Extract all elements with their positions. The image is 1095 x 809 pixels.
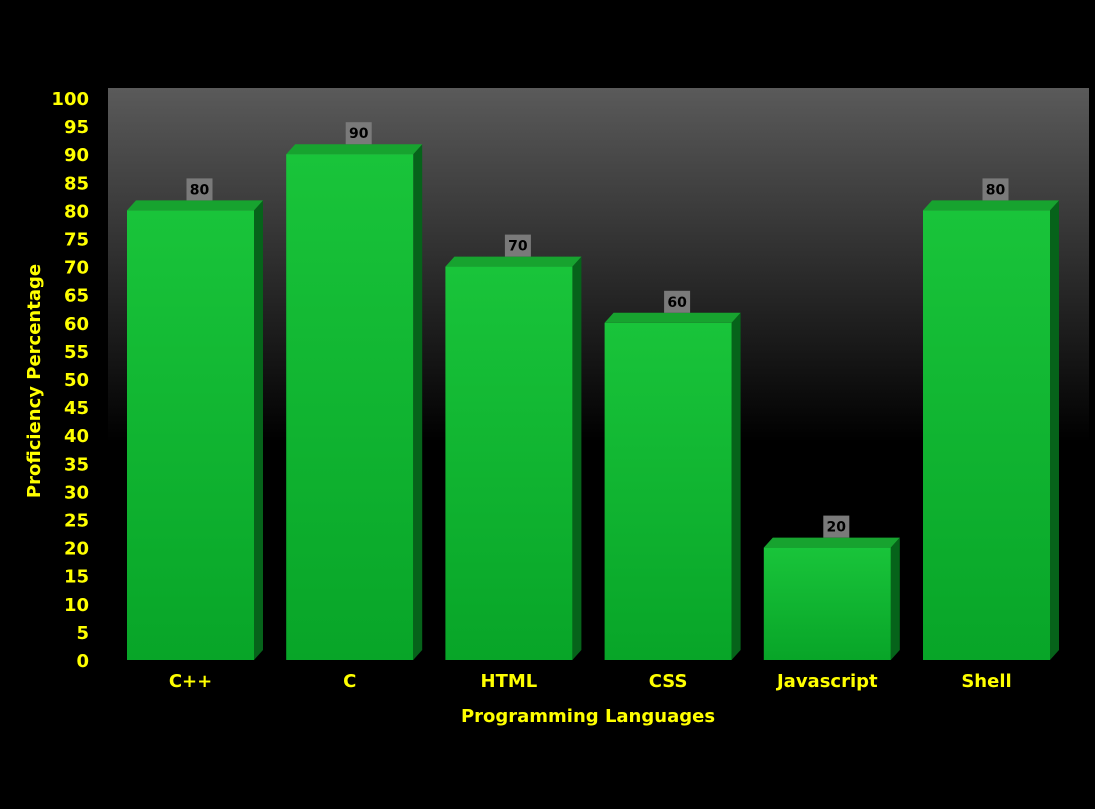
y-tick-label: 85 — [64, 173, 89, 194]
bar — [604, 312, 741, 660]
bar-front-face — [763, 547, 891, 660]
y-tick-label: 75 — [64, 230, 89, 251]
value-label: 80 — [982, 178, 1009, 201]
value-label-box — [504, 234, 531, 257]
x-category-label: CSS — [649, 671, 688, 692]
value-label-text: 20 — [827, 520, 847, 536]
y-tick-label: 25 — [64, 511, 89, 532]
y-tick-label: 35 — [64, 454, 89, 475]
value-label-box — [982, 178, 1009, 201]
bar-side-face — [572, 256, 582, 660]
bar-top-face — [127, 200, 263, 211]
value-label-text: 90 — [349, 126, 369, 142]
x-category-label: HTML — [481, 671, 538, 692]
y-tick-label: 15 — [64, 567, 89, 588]
bar-top-face — [286, 144, 423, 155]
y-tick-label: 50 — [64, 370, 89, 391]
x-axis-category-labels: C++ C HTML CSS Javascript Shell — [169, 671, 1012, 692]
value-label: 60 — [664, 290, 691, 313]
bar-front-face — [127, 210, 254, 660]
x-category-label: Shell — [961, 671, 1011, 692]
x-category-label: Javascript — [775, 671, 878, 692]
y-tick-label: 60 — [64, 314, 89, 335]
y-tick-label: 30 — [64, 482, 89, 503]
bar-side-face — [413, 144, 423, 660]
bar-top-face — [763, 537, 900, 548]
value-label-box — [823, 515, 850, 538]
value-label-box — [345, 122, 372, 145]
y-tick-label: 70 — [64, 258, 89, 279]
y-tick-label: 20 — [64, 539, 89, 560]
y-tick-label: 5 — [76, 623, 89, 644]
value-label-text: 80 — [986, 182, 1006, 198]
bar-top-face — [923, 200, 1059, 211]
y-tick-label: 10 — [64, 595, 89, 616]
y-tick-label: 45 — [64, 398, 89, 419]
x-category-label: C++ — [169, 671, 212, 692]
value-label: 80 — [186, 178, 213, 201]
data-labels: 80 90 70 60 20 80 — [186, 122, 1009, 538]
bar — [923, 200, 1059, 660]
bar-side-face — [731, 312, 741, 660]
bar-top-face — [445, 256, 582, 267]
y-tick-label: 55 — [64, 342, 89, 363]
x-axis-title: Programming Languages — [461, 706, 715, 727]
value-label-box — [664, 290, 691, 313]
x-category-label: C — [343, 671, 356, 692]
bar — [763, 537, 900, 660]
y-tick-label: 95 — [64, 117, 89, 138]
y-tick-label: 100 — [51, 89, 89, 110]
value-label-text: 60 — [667, 295, 687, 311]
bar-side-face — [1050, 200, 1059, 660]
value-label-text: 80 — [190, 182, 210, 198]
y-axis-tick-labels: 0 5 10 15 20 25 30 35 40 45 50 55 60 65 70 75 80 85 90 95 10… — [51, 89, 89, 672]
bar-front-face — [923, 210, 1050, 660]
bar-front-face — [604, 322, 732, 660]
bar — [445, 256, 582, 660]
y-tick-label: 40 — [64, 426, 89, 447]
bar-top-face — [604, 312, 741, 323]
value-label: 70 — [504, 234, 531, 257]
value-label: 20 — [823, 515, 850, 538]
y-tick-label: 0 — [76, 651, 89, 672]
bar-side-face — [890, 537, 900, 660]
value-label: 90 — [345, 122, 372, 145]
value-label-box — [186, 178, 213, 201]
bar — [286, 144, 423, 660]
bar-side-face — [254, 200, 263, 660]
y-tick-label: 80 — [64, 201, 89, 222]
bar-series — [127, 144, 1059, 660]
bar-front-face — [286, 154, 414, 660]
y-tick-label: 65 — [64, 286, 89, 307]
y-tick-label: 90 — [64, 145, 89, 166]
bar-front-face — [445, 266, 573, 660]
y-axis-title: Proficiency Percentage — [24, 264, 45, 498]
value-label-text: 70 — [508, 239, 528, 255]
bar — [127, 200, 263, 660]
